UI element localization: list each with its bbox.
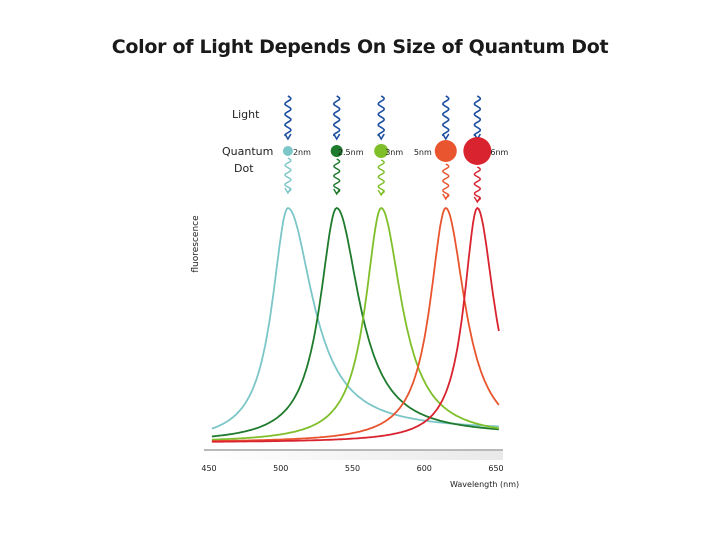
emitted-light-arrow-2.5nm: [333, 188, 341, 196]
emitted-light-arrow-5nm: [442, 193, 450, 201]
incoming-light-arrow-2.5nm: [333, 133, 341, 141]
dot-size-label-3nm: 3nm: [385, 148, 403, 157]
quantum-dot-2nm: [282, 146, 293, 156]
emitted-light-6nm: [473, 166, 482, 202]
quantum-dot-2.5nm: [330, 145, 343, 157]
x-tick-label-600: 600: [417, 464, 432, 473]
x-tick-label-550: 550: [345, 464, 360, 473]
curve-3nm: [211, 206, 500, 441]
emitted-light-arrow-3nm: [377, 189, 385, 197]
x-tick-label-650: 650: [488, 464, 503, 473]
dot-size-label-2.5nm: 2.5nm: [338, 148, 364, 157]
dot-size-label-5nm: 5nm: [414, 148, 432, 157]
quantum-dot-label-line1: Quantum: [222, 145, 273, 158]
incoming-light-2nm: [283, 95, 292, 137]
x-axis-band: [204, 451, 503, 460]
incoming-light-arrow-2nm: [284, 133, 292, 141]
quantum-dot-label-line2: Dot: [234, 162, 254, 175]
curve-2.5nm: [211, 206, 499, 438]
curve-5nm: [211, 206, 500, 442]
y-axis-label: fluorescence: [191, 215, 201, 273]
chart-title: Color of Light Depends On Size of Quantu…: [111, 36, 609, 58]
x-tick-label-500: 500: [273, 464, 288, 473]
quantum-dot-5nm: [434, 140, 457, 162]
emitted-light-3nm: [377, 159, 386, 195]
quantum-dot-3nm: [374, 144, 389, 158]
curve-6nm: [211, 206, 500, 443]
incoming-light-5nm: [441, 95, 450, 137]
x-tick-label-450: 450: [201, 464, 216, 473]
incoming-light-2.5nm: [332, 95, 341, 137]
emitted-light-arrow-2nm: [284, 187, 292, 195]
emitted-light-5nm: [441, 163, 450, 199]
incoming-light-arrow-5nm: [442, 133, 450, 141]
incoming-light-arrow-3nm: [377, 133, 385, 141]
emitted-light-2.5nm: [332, 158, 341, 194]
dot-size-label-2nm: 2nm: [293, 148, 311, 157]
emitted-light-arrow-6nm: [473, 196, 481, 204]
x-axis-label: Wavelength (nm): [450, 480, 519, 489]
emitted-light-2nm: [284, 157, 292, 193]
light-row-label: Light: [232, 108, 260, 121]
incoming-light-3nm: [377, 95, 386, 137]
incoming-light-6nm: [473, 95, 482, 137]
dot-size-label-6nm: 6nm: [490, 148, 508, 157]
quantum-dot-6nm: [463, 137, 492, 165]
